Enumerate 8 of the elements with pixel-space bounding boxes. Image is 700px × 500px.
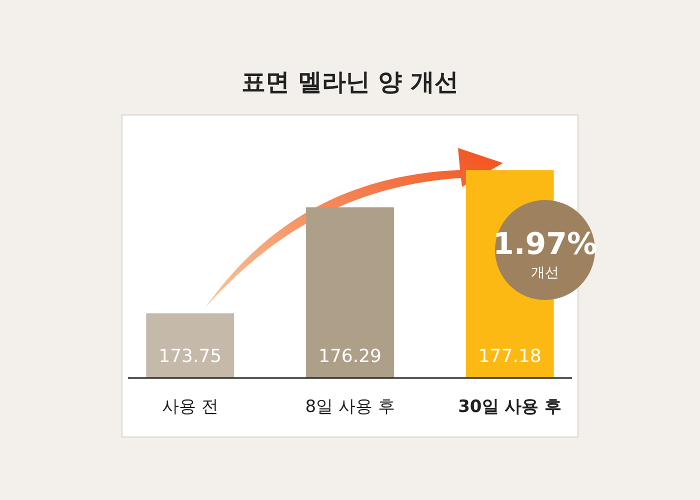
x-tick-label: 8일 사용 후: [305, 397, 395, 417]
data-label: 176.29: [318, 346, 382, 367]
data-label: 177.18: [478, 346, 542, 367]
chart-title: 표면 멜라닌 양 개선: [241, 68, 459, 96]
x-tick-label: 사용 전: [162, 397, 218, 417]
annotation: 개선: [531, 265, 560, 281]
x-tick-label: 30일 사용 후: [458, 397, 562, 417]
data-label: 173.75: [158, 346, 222, 367]
